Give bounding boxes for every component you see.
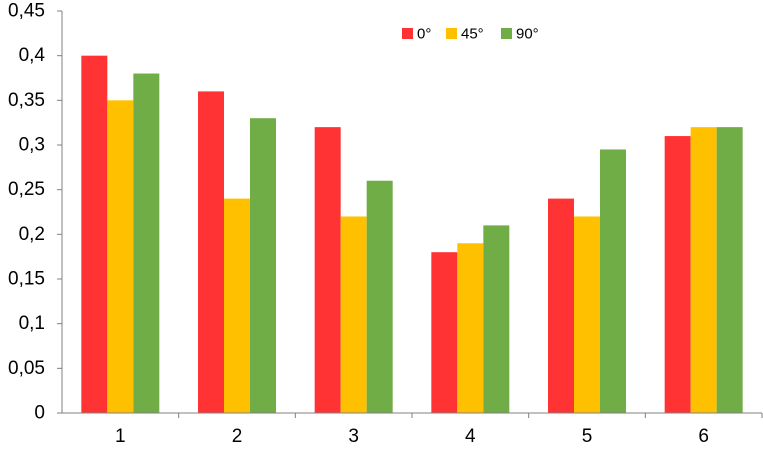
legend-swatch [501,28,512,39]
bar [133,73,160,414]
y-axis-ticks: 0 0,05 0,1 0,15 0,2 0,25 0,3 0,35 0,4 0,45 [8,1,62,424]
bar [431,252,458,413]
x-tick-label: 6 [698,426,709,447]
bar [600,149,626,413]
legend-label: 0° [417,26,431,43]
x-tick-label: 4 [465,426,476,447]
bar [81,55,108,414]
y-tick-label: 0 [34,403,45,424]
x-tick-label: 3 [348,426,359,447]
x-axis-ticks: 1 2 3 4 5 6 [115,413,763,447]
y-tick-label: 0,15 [8,269,45,290]
y-tick-label: 0,4 [19,45,46,66]
y-tick-label: 0,35 [8,90,45,111]
bar [198,91,224,414]
legend-label: 90° [516,26,539,43]
x-tick-label: 1 [115,426,126,447]
y-tick-label: 0,05 [8,358,45,379]
y-tick-label: 0,3 [19,135,45,156]
bar [690,127,717,413]
bar [366,180,393,413]
legend: 0° 45° 90° [402,26,539,43]
x-tick-label: 2 [232,426,243,447]
bar [250,118,276,413]
y-tick-label: 0,45 [8,1,45,22]
bar [107,100,134,413]
bar [574,216,600,413]
bar [548,198,574,413]
bar [483,225,510,413]
legend-swatch [446,28,457,39]
y-tick-label: 0,1 [19,313,45,334]
bar [716,127,743,413]
bar [340,216,367,413]
bar [314,127,341,413]
bars-group [81,55,743,414]
legend-label: 45° [461,26,484,43]
y-tick-label: 0,2 [19,224,45,245]
bar [664,136,691,414]
bar [457,243,484,413]
legend-swatch [402,28,413,39]
bar [224,198,250,413]
x-tick-label: 5 [582,426,593,447]
y-tick-label: 0,25 [8,179,45,200]
